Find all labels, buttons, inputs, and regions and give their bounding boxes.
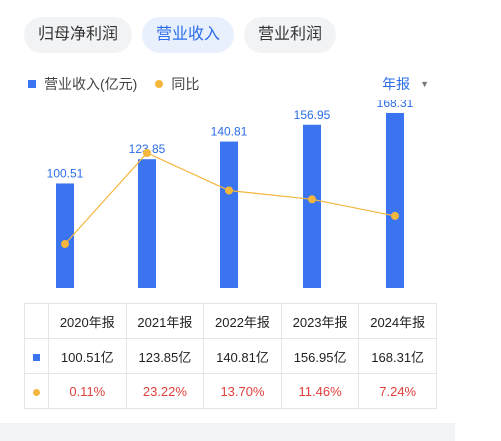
table-header-cell: 2024年报 (358, 303, 437, 339)
table-cell: 100.51亿 (48, 338, 127, 374)
bar-value-label: 140.81 (211, 125, 248, 139)
tab-revenue[interactable]: 营业收入 (142, 17, 235, 53)
table-header-cell: 2022年报 (203, 303, 282, 339)
period-selector-label: 年报 (382, 76, 411, 92)
revenue-row-marker (24, 338, 49, 374)
footer-bar (0, 423, 455, 441)
table-cell: 123.85亿 (125, 338, 205, 374)
bar-marker-icon (33, 353, 40, 361)
chart-legend: 营业收入(亿元) 同比 (28, 74, 199, 94)
table-cell: 13.70% (203, 373, 282, 409)
tab-operating-profit[interactable]: 营业利润 (244, 17, 337, 53)
table-cell: 11.46% (280, 373, 360, 409)
revenue-bar (303, 124, 321, 288)
table-cell: 140.81亿 (203, 338, 282, 374)
yoy-row-marker (24, 373, 49, 409)
chevron-down-icon: ▼ (420, 79, 429, 89)
bar-legend-label: 营业收入(亿元) (44, 76, 138, 92)
table-row-yoy: 0.11% 23.22% 13.70% 11.46% 7.24% (24, 373, 437, 409)
revenue-bar (138, 159, 156, 288)
table-cell: 23.22% (125, 373, 205, 409)
table-header-cell: 2020年报 (48, 303, 127, 339)
metric-tabs: 归母净利润 营业收入 营业利润 (24, 17, 337, 53)
table-header-cell: 2023年报 (280, 303, 360, 339)
table-cell: 168.31亿 (358, 338, 437, 374)
table-corner-cell (24, 303, 49, 339)
bar-value-label: 100.51 (47, 166, 84, 180)
tab-net-profit[interactable]: 归母净利润 (24, 17, 133, 53)
table-row-revenue: 100.51亿 123.85亿 140.81亿 156.95亿 168.31亿 (24, 338, 437, 374)
revenue-bar (386, 112, 404, 288)
yoy-point (61, 240, 69, 248)
table-cell: 7.24% (358, 373, 437, 409)
yoy-point (308, 195, 316, 204)
table-cell: 0.11% (48, 373, 127, 409)
bar-value-label: 156.95 (294, 108, 331, 122)
bar-value-label: 168.31 (377, 100, 414, 110)
revenue-bar (220, 141, 238, 288)
table-cell: 156.95亿 (280, 338, 360, 374)
bar-legend-marker (28, 80, 36, 88)
data-table: 2020年报 2021年报 2022年报 2023年报 2024年报 100.5… (24, 303, 437, 409)
revenue-bar (56, 183, 74, 288)
table-header-cell: 2021年报 (125, 303, 205, 339)
table-header-row: 2020年报 2021年报 2022年报 2023年报 2024年报 (24, 303, 437, 339)
period-selector[interactable]: 年报 ▼ (382, 74, 429, 94)
yoy-point (391, 211, 399, 220)
line-legend-label: 同比 (171, 76, 200, 92)
line-legend-marker (155, 80, 164, 88)
yoy-point (225, 186, 233, 195)
line-marker-icon (33, 388, 40, 396)
yoy-point (143, 149, 151, 157)
